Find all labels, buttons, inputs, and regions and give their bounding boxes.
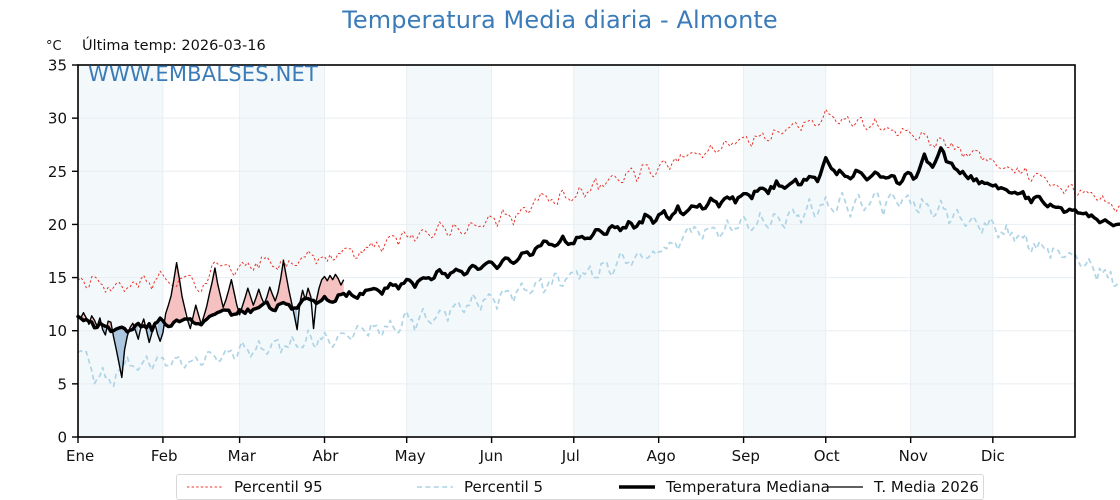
y-tick-label: 5 xyxy=(57,375,67,393)
x-tick-label: Mar xyxy=(228,447,257,465)
x-tick-label: Dic xyxy=(981,447,1005,465)
chart-title: Temperatura Media diaria - Almonte xyxy=(342,6,778,34)
x-tick-label: Nov xyxy=(899,447,928,465)
y-tick-label: 0 xyxy=(57,429,67,447)
x-tick-label: Ago xyxy=(647,447,676,465)
x-tick-label: May xyxy=(395,447,426,465)
chart-legend: Percentil 95 Percentil 5 Temperatura Media… xyxy=(176,474,984,500)
legend-item[interactable]: Temperatura Mediana xyxy=(617,475,830,499)
x-tick-label: Abr xyxy=(313,447,340,465)
axes xyxy=(77,64,1076,438)
y-axis-unit-label: °C xyxy=(46,39,62,54)
legend-label: Percentil 5 xyxy=(464,478,544,496)
legend-label: Temperatura Mediana xyxy=(666,478,830,496)
data-series xyxy=(76,108,1120,388)
x-tick-label: Jul xyxy=(561,447,580,465)
legend-label: Percentil 95 xyxy=(234,478,323,496)
x-tick-label: Oct xyxy=(814,447,840,465)
legend-swatch-4 xyxy=(827,486,863,488)
legend-label: T. Media 2026 xyxy=(874,478,979,496)
month-bands xyxy=(78,65,1075,437)
y-axis-ticks: 0 5 10 15 20 25 30 35 xyxy=(48,57,78,447)
x-tick-label: Jun xyxy=(479,447,503,465)
x-tick-label: Sep xyxy=(732,447,760,465)
legend-swatch-2 xyxy=(417,486,453,488)
x-tick-label: Feb xyxy=(151,447,178,465)
legend-swatch-1 xyxy=(187,486,223,488)
x-axis-ticks: Ene Feb Mar Abr May Jun Jul Ago Sep Oct Nov Dic xyxy=(66,437,1005,465)
y-tick-label: 15 xyxy=(48,269,67,287)
gridlines xyxy=(78,65,1075,437)
y-tick-label: 20 xyxy=(48,216,67,234)
x-tick-label: Ene xyxy=(66,447,94,465)
legend-swatch-3 xyxy=(619,485,655,489)
y-tick-label: 30 xyxy=(48,110,67,128)
last-temp-label: Última temp: 2026-03-16 xyxy=(82,38,266,54)
legend-item[interactable]: Percentil 95 xyxy=(185,475,323,499)
legend-item[interactable]: T. Media 2026 xyxy=(825,475,979,499)
legend-item[interactable]: Percentil 5 xyxy=(415,475,543,499)
y-tick-label: 10 xyxy=(48,322,67,340)
y-tick-label: 25 xyxy=(48,163,67,181)
watermark-label: WWW.EMBALSES.NET xyxy=(88,62,319,86)
y-tick-label: 35 xyxy=(48,57,67,75)
